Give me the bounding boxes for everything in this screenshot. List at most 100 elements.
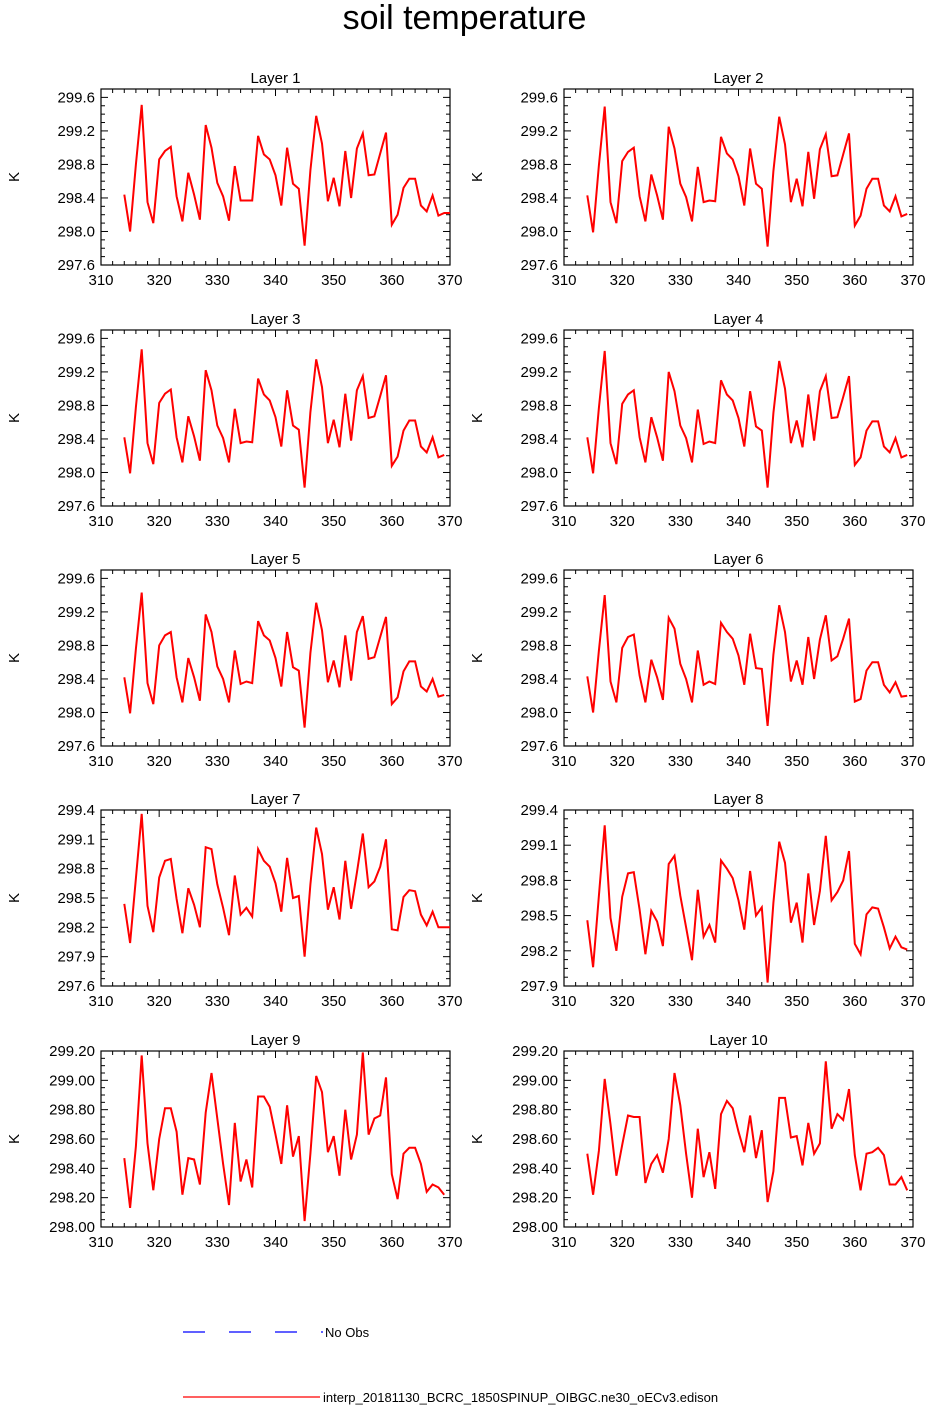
panel-title: Layer 10 (709, 1032, 767, 1049)
panel-title: Layer 5 (250, 551, 300, 568)
x-tick-label: 360 (379, 993, 404, 1010)
x-tick-label: 350 (784, 753, 809, 770)
y-tick-label: 298.40 (49, 1160, 95, 1177)
y-tick-label: 299.00 (49, 1072, 95, 1089)
x-tick-label: 340 (726, 993, 751, 1010)
x-tick-label: 320 (147, 272, 172, 289)
y-tick-label: 299.2 (520, 604, 558, 621)
y-axis-label: K (6, 1134, 23, 1144)
panel-title: Layer 8 (713, 791, 763, 808)
x-tick-label: 320 (147, 993, 172, 1010)
y-tick-label: 298.0 (57, 223, 95, 240)
y-axis-label: K (469, 1134, 486, 1144)
x-tick-label: 320 (147, 753, 172, 770)
x-tick-label: 320 (610, 513, 635, 530)
y-tick-label: 298.2 (520, 943, 558, 960)
x-tick-label: 340 (263, 753, 288, 770)
y-tick-label: 298.8 (57, 637, 95, 654)
y-tick-label: 298.0 (520, 223, 558, 240)
y-axis-label: K (6, 413, 23, 423)
x-tick-label: 360 (842, 1234, 867, 1251)
series-line (123, 104, 450, 246)
x-tick-label: 350 (784, 993, 809, 1010)
x-tick-label: 340 (263, 993, 288, 1010)
y-tick-label: 297.6 (57, 738, 95, 755)
x-tick-label: 360 (379, 753, 404, 770)
y-tick-label: 298.60 (49, 1131, 95, 1148)
y-axis-label: K (469, 172, 486, 182)
x-tick-label: 330 (205, 993, 230, 1010)
x-tick-label: 370 (437, 272, 462, 289)
x-tick-label: 360 (379, 272, 404, 289)
y-tick-label: 299.20 (49, 1043, 95, 1060)
y-tick-label: 298.80 (49, 1102, 95, 1119)
x-tick-label: 340 (726, 272, 751, 289)
legend-obs-label: No Obs (325, 1325, 370, 1340)
y-tick-label: 299.20 (512, 1043, 558, 1060)
y-axis-label: K (6, 172, 23, 182)
y-tick-label: 297.9 (520, 978, 558, 995)
series-line (586, 1061, 909, 1203)
y-tick-label: 298.8 (520, 872, 558, 889)
y-tick-label: 297.6 (57, 978, 95, 995)
y-axis-label: K (469, 413, 486, 423)
y-tick-label: 298.0 (57, 704, 95, 721)
y-tick-label: 298.20 (49, 1190, 95, 1207)
x-tick-label: 320 (610, 272, 635, 289)
y-tick-label: 297.9 (57, 949, 95, 966)
y-tick-label: 299.6 (57, 330, 95, 347)
y-tick-label: 298.20 (512, 1190, 558, 1207)
panel-10: Layer 10 310 320 330 340 350 360 370 298.00 298.2… (469, 1032, 926, 1251)
panel-title: Layer 6 (713, 551, 763, 568)
y-tick-label: 297.6 (520, 257, 558, 274)
legend-model-label: interp_20181130_BCRC_1850SPINUP_OIBGC.ne… (323, 1390, 719, 1405)
x-tick-label: 310 (551, 272, 576, 289)
x-tick-label: 360 (379, 1234, 404, 1251)
x-tick-label: 310 (88, 993, 113, 1010)
panel-title: Layer 1 (250, 70, 300, 87)
x-tick-label: 320 (610, 1234, 635, 1251)
series-line (123, 813, 450, 957)
panel-3: Layer 3 310 320 330 340 350 360 370 297.6 298.0 29… (6, 311, 463, 530)
x-tick-label: 370 (900, 753, 925, 770)
x-tick-label: 310 (88, 1234, 113, 1251)
panel-9: Layer 9 310 320 330 340 350 360 370 298.00 298.20… (6, 1032, 463, 1251)
y-tick-label: 299.6 (57, 570, 95, 587)
x-tick-label: 310 (551, 993, 576, 1010)
plot-frame (100, 809, 451, 987)
y-tick-label: 299.1 (57, 831, 95, 848)
x-tick-label: 330 (205, 753, 230, 770)
figure-title: soil temperature (342, 0, 587, 37)
x-tick-label: 320 (147, 1234, 172, 1251)
x-tick-label: 350 (784, 272, 809, 289)
y-tick-label: 298.0 (520, 704, 558, 721)
x-tick-label: 340 (726, 1234, 751, 1251)
y-tick-label: 298.8 (520, 156, 558, 173)
y-tick-label: 298.8 (57, 861, 95, 878)
panel-8: Layer 8 310 320 330 340 350 360 370 297.9 298.2 29… (469, 791, 926, 1010)
y-axis-label: K (6, 653, 23, 663)
y-axis-label: K (469, 893, 486, 903)
panel-5: Layer 5 310 320 330 340 350 360 370 297.6 298.0 29… (6, 551, 463, 770)
x-tick-label: 350 (321, 993, 346, 1010)
y-tick-label: 299.2 (520, 123, 558, 140)
x-tick-label: 340 (263, 1234, 288, 1251)
y-tick-label: 298.5 (520, 908, 558, 925)
y-tick-label: 298.80 (512, 1102, 558, 1119)
x-tick-label: 340 (726, 513, 751, 530)
series-line (586, 825, 908, 983)
y-tick-label: 298.0 (57, 464, 95, 481)
y-tick-label: 299.4 (520, 802, 558, 819)
panel-2: Layer 2 310 320 330 340 350 360 370 297.6 298.0 29… (469, 70, 926, 289)
x-tick-label: 330 (205, 513, 230, 530)
x-tick-label: 370 (437, 993, 462, 1010)
y-tick-label: 297.6 (520, 738, 558, 755)
x-tick-label: 340 (263, 513, 288, 530)
x-tick-label: 370 (900, 993, 925, 1010)
x-tick-label: 340 (263, 272, 288, 289)
x-tick-label: 310 (88, 513, 113, 530)
y-tick-label: 298.4 (520, 190, 558, 207)
y-tick-label: 299.6 (520, 89, 558, 106)
panel-title: Layer 4 (713, 311, 763, 328)
y-tick-label: 298.00 (49, 1219, 95, 1236)
